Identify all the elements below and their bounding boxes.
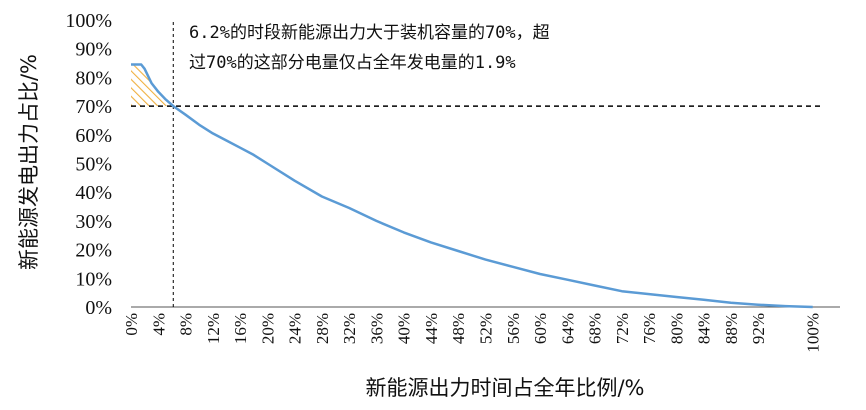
y-tick-label: 90% — [75, 39, 112, 61]
series-line — [131, 63, 813, 309]
x-tick-label: 84% — [695, 313, 714, 344]
y-tick-label: 0% — [85, 297, 112, 319]
series-layer — [131, 63, 813, 309]
x-tick-labels: 0% 4% 8% 12% 16% 20% 24% 28% 32% 36% 40% 44% 48% 52% 5… — [122, 313, 823, 353]
y-tick-label: 100% — [65, 10, 112, 32]
x-tick-label: 40% — [395, 313, 414, 344]
y-tick-label: 10% — [75, 268, 112, 290]
x-tick-label: 60% — [531, 313, 550, 344]
x-axis-title: 新能源出力时间占全年比例/% — [365, 376, 644, 400]
x-tick-label: 20% — [258, 313, 277, 344]
x-tick-label: 16% — [231, 313, 250, 344]
x-tick-label: 100% — [804, 313, 823, 353]
y-tick-label: 20% — [75, 240, 112, 262]
x-tick-label: 76% — [640, 313, 659, 344]
x-tick-label: 88% — [722, 313, 741, 344]
x-tick-label: 12% — [204, 313, 223, 344]
x-tick-label: 48% — [449, 313, 468, 344]
annotation-line-2: 过70%的这部分电量仅占全年发电量的1.9% — [189, 53, 516, 73]
x-tick-label: 24% — [286, 313, 305, 344]
reference-lines — [131, 22, 820, 307]
y-tick-label: 50% — [75, 154, 112, 176]
x-tick-label: 80% — [667, 313, 686, 344]
y-tick-label: 40% — [75, 182, 112, 204]
x-tick-label: 28% — [313, 313, 332, 344]
y-tick-label: 60% — [75, 125, 112, 147]
x-tick-label: 32% — [340, 313, 359, 344]
y-tick-label: 30% — [75, 211, 112, 233]
y-tick-label: 80% — [75, 67, 112, 89]
x-tick-label: 44% — [422, 313, 441, 344]
x-tick-label: 92% — [749, 313, 768, 344]
x-tick-label: 4% — [149, 313, 168, 336]
y-tick-label: 70% — [75, 96, 112, 118]
annotation-line-1: 6.2%的时段新能源出力大于装机容量的70%，超 — [189, 23, 550, 43]
x-tick-label: 0% — [122, 313, 141, 336]
x-tick-label: 68% — [586, 313, 605, 344]
x-tick-label: 36% — [367, 313, 386, 344]
x-tick-label: 52% — [477, 313, 496, 344]
x-tick-label: 64% — [558, 313, 577, 344]
y-tick-labels: 0% 10% 20% 30% 40% 50% 60% 70% 80% 90% 100% — [65, 10, 112, 319]
x-tick-label: 8% — [177, 313, 196, 336]
y-axis-title: 新能源发电出力占比/% — [17, 54, 41, 270]
x-tick-label: 72% — [613, 313, 632, 344]
x-tick-label: 56% — [504, 313, 523, 344]
